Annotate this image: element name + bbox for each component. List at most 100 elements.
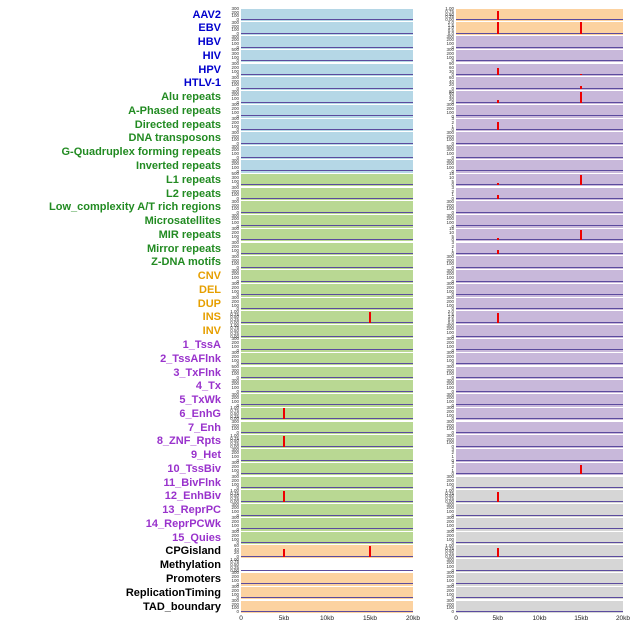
left-plot	[241, 77, 413, 91]
signal-baseline	[241, 528, 413, 530]
y-tick-label: 200	[231, 9, 239, 15]
y-tick-label: 0	[236, 223, 239, 229]
y-tick-label: 100	[446, 329, 454, 335]
y-tick-label: 0	[236, 168, 239, 174]
track-label: 1_TssA	[182, 338, 221, 351]
y-tick-label: 300	[231, 5, 239, 11]
signal-baseline	[456, 280, 623, 282]
column-gap	[413, 256, 440, 269]
signal-baseline	[456, 418, 623, 420]
y-axis-ticks: 300 200 100 0	[225, 185, 241, 200]
x-tick-label: 10kb	[319, 614, 335, 622]
signal-spike	[496, 312, 499, 323]
y-tick-label: 200	[231, 92, 239, 98]
y-tick-label: 100	[231, 384, 239, 390]
column-gap	[413, 64, 440, 77]
y-tick-label: 300	[231, 528, 239, 534]
y-tick-label: 100	[231, 261, 239, 267]
y-tick-label: 100	[231, 95, 239, 101]
y-tick-label: 500	[446, 143, 454, 149]
y-tick-label: 60	[448, 64, 454, 70]
y-axis-ticks: 300 200 100 0	[440, 557, 456, 572]
y-axis-ticks: 300 200 100 0	[225, 528, 241, 544]
signal-baseline	[241, 46, 413, 48]
y-tick-label: 0.75	[230, 311, 239, 317]
y-tick-label: 300	[446, 129, 454, 135]
column-gap	[413, 77, 440, 90]
y-tick-label: 100	[446, 288, 454, 294]
y-tick-label: 300	[446, 405, 454, 411]
y-tick-label: 0	[451, 71, 454, 77]
track-label: L2 repeats	[165, 187, 221, 200]
signal-baseline	[456, 184, 623, 186]
left-plot	[241, 366, 413, 380]
y-tick-label: 100	[231, 591, 239, 597]
column-gap	[413, 490, 440, 503]
y-tick-label: 3	[451, 460, 454, 466]
y-axis-ticks: 300 200 100 0	[225, 239, 241, 255]
signal-baseline	[456, 528, 623, 530]
y-tick-label: 0	[451, 581, 454, 587]
track-row: 9_Het 300 200 100 0 3 2 1 0	[0, 447, 630, 463]
signal-baseline	[456, 610, 623, 612]
signal-baseline	[456, 376, 623, 378]
column-gap	[413, 380, 440, 393]
y-tick-label: 300	[231, 88, 239, 94]
y-tick-label: 300	[231, 33, 239, 39]
right-plot	[456, 49, 623, 63]
track-row: 10_TssBiv 300 200 100 0 3 2 1 0	[0, 460, 630, 476]
left-plot	[241, 187, 413, 201]
y-axis-ticks: 300 200 100 0	[225, 143, 241, 160]
left-plot	[241, 421, 413, 435]
y-tick-label: 100	[446, 577, 454, 583]
signal-baseline	[456, 156, 623, 158]
y-tick-label: 0	[236, 58, 239, 64]
y-tick-label: 300	[231, 102, 239, 108]
y-axis-ticks: 300 200 100 0	[440, 584, 456, 599]
y-tick-label: 0	[451, 526, 454, 532]
left-plot	[241, 586, 413, 600]
signal-baseline	[456, 129, 623, 131]
track-label: 15_Quies	[172, 531, 221, 544]
signal-baseline	[241, 335, 413, 337]
y-tick-label: 0	[236, 595, 239, 601]
y-tick-label: 200	[231, 381, 239, 387]
y-tick-label: 200	[446, 505, 454, 511]
signal-baseline	[456, 404, 623, 406]
signal-baseline	[456, 46, 623, 48]
y-tick-label: 0	[236, 154, 239, 160]
y-axis-ticks: 300 200 100 0	[225, 295, 241, 310]
y-tick-label: 300	[446, 33, 454, 39]
axis-spacer	[0, 615, 241, 625]
y-tick-label: 100	[231, 68, 239, 74]
y-tick-label: 300	[231, 143, 239, 149]
signal-spike	[496, 100, 499, 103]
left-plot	[241, 242, 413, 256]
y-axis-ticks: 300 200 100 0	[440, 571, 456, 587]
y-tick-label: 300	[231, 239, 239, 245]
y-axis-ticks: 300 200 100 0	[225, 337, 241, 352]
y-axis-ticks: 300 200 100 0	[440, 364, 456, 379]
column-gap	[413, 119, 440, 132]
y-tick-label: 300	[231, 501, 239, 507]
right-plot	[456, 600, 623, 614]
y-axis-ticks: 60 40 20 0	[225, 543, 241, 558]
y-axis-ticks: 500 300 100 0	[225, 172, 241, 187]
track-row: 13_ReprPC 300 200 100 0 300 200 100 0	[0, 501, 630, 518]
y-axis-ticks: 300 200 100 0	[225, 20, 241, 35]
y-tick-label: 100	[446, 150, 454, 156]
left-plot	[241, 435, 413, 448]
track-label: 12_EnhBiv	[164, 490, 221, 503]
y-axis-ticks: 500 300 100 0	[440, 143, 456, 159]
y-tick-label: 100	[231, 192, 239, 198]
y-tick-label: 100	[231, 357, 239, 363]
y-axis-ticks: 1.00 0.75 0.50 0.25 0.00	[440, 6, 456, 21]
column-gap	[413, 9, 440, 22]
y-tick-label: 0	[236, 484, 239, 490]
y-tick-label: 0	[451, 540, 454, 546]
left-plot	[241, 338, 413, 352]
x-tick-label: 0	[239, 614, 243, 622]
left-plot	[241, 215, 413, 228]
y-tick-label: 200	[231, 601, 239, 607]
y-tick-label: 3	[451, 184, 454, 190]
